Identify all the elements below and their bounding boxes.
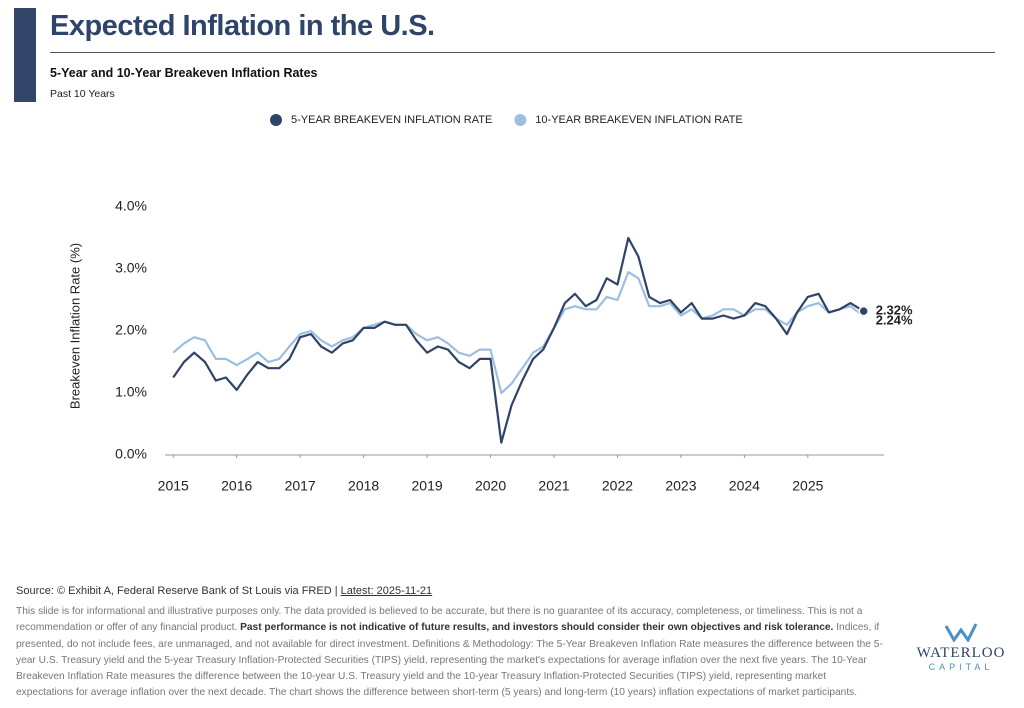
logo-mark xyxy=(944,623,978,643)
disclaimer: This slide is for informational and illu… xyxy=(16,604,886,702)
title-rule xyxy=(50,52,995,53)
latest-date: Latest: 2025-11-21 xyxy=(340,585,433,597)
source: Source: © Exhibit A, Federal Reserve Ban… xyxy=(16,585,432,597)
logo-name: WATERLOO xyxy=(916,645,1006,661)
y-tick-label: 1.0% xyxy=(115,384,147,400)
subtitle: 5-Year and 10-Year Breakeven Inflation R… xyxy=(50,66,318,80)
title: Expected Inflation in the U.S. xyxy=(50,10,435,42)
end-label: 2.24% xyxy=(876,313,913,328)
x-tick-label: 2016 xyxy=(221,478,252,494)
y-tick-label: 3.0% xyxy=(115,260,147,276)
x-tick-label: 2023 xyxy=(665,478,696,494)
logo-sub: CAPITAL xyxy=(928,662,994,672)
legend-swatch xyxy=(270,114,282,126)
x-tick-label: 2020 xyxy=(475,478,506,494)
x-tick-label: 2019 xyxy=(412,478,443,494)
x-tick-label: 2017 xyxy=(285,478,316,494)
period: Past 10 Years xyxy=(50,88,115,100)
legend-swatch xyxy=(514,114,527,126)
series-line xyxy=(172,236,865,444)
x-tick-label: 2015 xyxy=(158,478,189,494)
series-line xyxy=(172,271,865,395)
legend-label: 10-YEAR BREAKEVEN INFLATION RATE xyxy=(535,114,742,126)
disclaimer-bold: Past performance is not indicative of fu… xyxy=(240,622,834,634)
x-tick-label: 2024 xyxy=(729,478,760,494)
y-tick-label: 2.0% xyxy=(115,322,147,338)
chart: 0.0% 1.0% 2.0% 3.0% 4.0% 2015 2016 2017 2018 2019… xyxy=(67,114,913,494)
source-text: Source: © Exhibit A, Federal Reserve Ban… xyxy=(16,585,338,597)
accent-bar xyxy=(14,8,36,102)
logo: WATERLOO CAPITAL xyxy=(912,622,1010,672)
x-tick-label: 2022 xyxy=(602,478,633,494)
disclaimer-text: Indices, if presented, do not include fe… xyxy=(16,622,883,699)
x-tick-label: 2025 xyxy=(792,478,823,494)
end-dot xyxy=(858,305,869,317)
x-tick-label: 2021 xyxy=(538,478,569,494)
end-label: 2.32% xyxy=(876,303,913,318)
disclaimer-text: This slide is for informational and illu… xyxy=(16,606,863,634)
y-axis-label: Breakeven Inflation Rate (%) xyxy=(67,243,82,409)
x-tick-label: 2018 xyxy=(348,478,379,494)
legend-label: 5-YEAR BREAKEVEN INFLATION RATE xyxy=(291,114,492,126)
y-tick-label: 4.0% xyxy=(115,198,147,214)
y-tick-label: 0.0% xyxy=(115,446,147,462)
